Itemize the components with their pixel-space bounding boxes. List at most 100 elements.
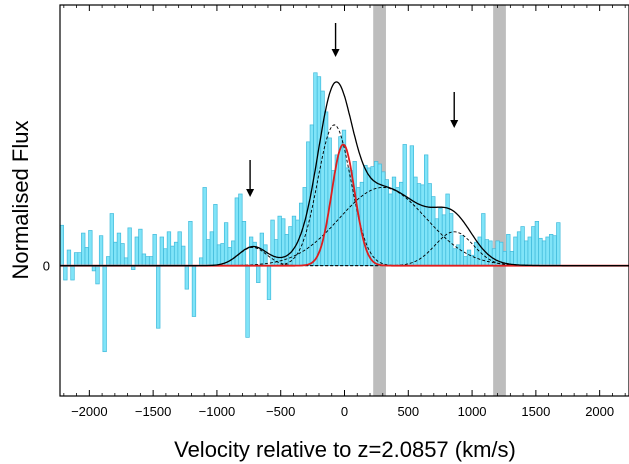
x-tick-label: 500 xyxy=(397,404,419,419)
histogram-bar xyxy=(284,234,289,267)
histogram-bar xyxy=(277,215,282,267)
histogram-bar xyxy=(95,265,100,285)
histogram-bar xyxy=(466,249,472,267)
histogram-bar xyxy=(449,213,454,267)
histogram-bar xyxy=(113,241,118,267)
histogram-bar xyxy=(524,240,529,267)
flux-histogram xyxy=(60,72,561,353)
histogram-bar xyxy=(120,243,125,267)
histogram-bar xyxy=(424,154,429,267)
histogram-bar xyxy=(388,193,393,267)
histogram-bar xyxy=(513,236,518,267)
histogram-bar xyxy=(534,221,540,267)
histogram-bar xyxy=(520,226,525,267)
histogram-bar xyxy=(138,228,143,267)
histogram-bar xyxy=(156,265,161,329)
histogram-bar xyxy=(506,234,511,267)
histogram-bar xyxy=(452,248,457,267)
arrow-head xyxy=(450,120,459,128)
histogram-bar xyxy=(541,240,547,267)
histogram-bar xyxy=(416,183,422,267)
histogram-bar xyxy=(288,226,293,267)
histogram-bar xyxy=(63,265,68,281)
histogram-bar xyxy=(188,221,193,267)
x-axis: −2000 −1500 −1000 −500 0 500 1000 1500 2000 xyxy=(63,5,626,419)
histogram-bar xyxy=(159,236,164,267)
histogram-bar xyxy=(123,257,129,267)
histogram-bar xyxy=(84,247,89,267)
x-tick-label: 2000 xyxy=(585,404,614,419)
histogram-bar xyxy=(202,187,207,267)
histogram-bar xyxy=(527,236,532,267)
histogram-bar xyxy=(384,179,389,267)
histogram-bar xyxy=(531,226,536,267)
histogram-bar xyxy=(516,231,522,267)
arrow-head xyxy=(246,189,255,197)
histogram-bar xyxy=(134,236,139,267)
histogram-bar xyxy=(409,145,414,267)
histogram-bar xyxy=(238,193,243,267)
histogram-bar xyxy=(248,236,254,267)
histogram-bar xyxy=(173,241,179,267)
y-axis-title: Normalised Flux xyxy=(8,121,33,280)
histogram-bar xyxy=(352,161,357,267)
histogram-bar xyxy=(481,213,486,267)
x-tick-label: −2000 xyxy=(71,404,108,419)
histogram-bar xyxy=(206,239,211,267)
histogram-bar xyxy=(166,231,172,267)
histogram-bar xyxy=(549,234,554,267)
histogram-bar xyxy=(345,167,350,267)
histogram-bar xyxy=(256,265,261,283)
histogram-bar xyxy=(152,234,157,267)
histogram-bar xyxy=(148,256,154,267)
histogram-bar xyxy=(73,252,79,267)
histogram-bar xyxy=(420,184,425,267)
histogram-bar xyxy=(252,241,257,267)
y-tick-label: 0 xyxy=(43,259,50,274)
histogram-bar xyxy=(395,187,400,267)
histogram-bar xyxy=(177,231,182,267)
histogram-bar xyxy=(427,183,432,267)
x-tick-label: 1000 xyxy=(458,404,487,419)
total-fit-curve xyxy=(60,81,629,267)
histogram-bar xyxy=(552,235,557,267)
histogram-bar xyxy=(241,221,247,267)
histogram-bar xyxy=(116,232,122,267)
histogram-bar xyxy=(227,247,232,267)
histogram-bar xyxy=(231,240,236,267)
histogram-bar xyxy=(163,248,168,267)
histogram-bar xyxy=(509,250,515,267)
x-tick-label: 0 xyxy=(341,404,348,419)
histogram-bar xyxy=(402,144,407,267)
histogram-bar xyxy=(216,244,222,267)
histogram-bar xyxy=(98,235,104,267)
x-tick-label: 1500 xyxy=(521,404,550,419)
histogram-bar xyxy=(545,236,550,267)
fit-curves xyxy=(60,81,629,267)
arrow-markers xyxy=(246,23,459,197)
histogram-bar xyxy=(316,76,322,267)
histogram-bar xyxy=(538,237,543,267)
x-tick-label: −1500 xyxy=(135,404,172,419)
histogram-bar xyxy=(191,265,197,317)
x-axis-title: Velocity relative to z=2.0857 (km/s) xyxy=(174,437,516,462)
histogram-bar xyxy=(106,256,111,267)
histogram-bar xyxy=(66,249,72,267)
x-tick-label: −1000 xyxy=(199,404,236,419)
histogram-bar xyxy=(413,176,418,267)
histogram-bar xyxy=(198,257,204,267)
histogram-bar xyxy=(245,265,250,338)
y-axis: 0 xyxy=(43,259,66,274)
histogram-bar xyxy=(477,236,482,267)
histogram-bar xyxy=(223,222,229,267)
masked-region xyxy=(493,5,506,396)
histogram-bar xyxy=(441,214,447,267)
histogram-bar xyxy=(213,204,218,267)
histogram-bar xyxy=(77,252,82,267)
histogram-bar xyxy=(323,111,329,267)
histogram-bar xyxy=(220,243,225,267)
x-tick-label: −500 xyxy=(266,404,295,419)
histogram-bar xyxy=(70,265,75,281)
histogram-bar xyxy=(263,244,268,267)
